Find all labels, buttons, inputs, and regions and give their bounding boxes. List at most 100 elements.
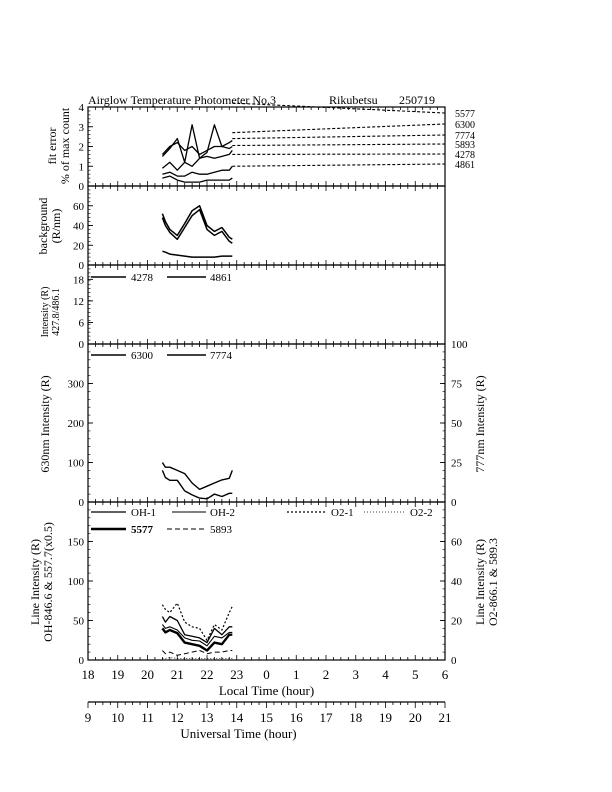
legend-label-5577: 5577 <box>131 524 154 536</box>
legend-connector <box>232 102 446 114</box>
y-axis-5-tick-label: 0 <box>79 655 85 667</box>
fit-error-line-4278 <box>162 165 233 177</box>
y-axis-right-5-tick-label: 20 <box>451 616 463 628</box>
local-time-tick-label: 23 <box>230 667 243 682</box>
legend-connector <box>232 143 446 147</box>
line-OH-2 <box>161 624 233 647</box>
fit-error-line-4861 <box>162 175 233 183</box>
y-axis-2-tick-label: 20 <box>73 240 85 252</box>
fit-error-legend-4278: 4278 <box>455 150 475 161</box>
y-axis-3-tick-label: 12 <box>73 296 84 308</box>
y-axis-right-4-tick-label: 50 <box>451 418 463 430</box>
chart-layer: 0123402040600612180100200300050100150025… <box>28 102 500 741</box>
background-line-1 <box>161 205 233 240</box>
y-axis-4-tick-label: 300 <box>68 379 85 391</box>
panel-frame <box>87 185 446 266</box>
line-O2-1 <box>161 602 233 641</box>
panel-frame <box>87 106 446 187</box>
fit-error-line-5577 <box>161 140 233 156</box>
y-axis-4-tick-label: 100 <box>68 458 85 470</box>
y-axis-label-right: O2-866.1 & 589.3 <box>486 538 500 626</box>
y-axis-1-tick-label: 4 <box>79 102 85 114</box>
y-axis-5-tick-label: 100 <box>68 576 85 588</box>
fit-error-legend-5893: 5893 <box>455 140 475 151</box>
y-axis-4-tick-label: 200 <box>68 418 85 430</box>
local-time-tick-label: 6 <box>442 667 449 682</box>
y-axis-2-tick-label: 0 <box>79 260 85 272</box>
universal-time-tick-label: 12 <box>171 710 184 725</box>
universal-time-tick-label: 16 <box>290 710 304 725</box>
fit-error-legend-7774: 7774 <box>455 131 475 142</box>
y-axis-label: fit error <box>45 128 59 165</box>
line-7774 <box>161 462 233 491</box>
local-time-tick-label: 19 <box>111 667 124 682</box>
y-axis-right-5-tick-label: 0 <box>451 655 457 667</box>
local-time-tick-label: 18 <box>82 667 95 682</box>
y-axis-4-tick-label: 0 <box>79 497 85 509</box>
local-time-tick-label: 20 <box>141 667 154 682</box>
legend-label-7774: 7774 <box>210 350 233 362</box>
site-name: Rikubetsu <box>329 93 378 107</box>
panel-frame <box>87 343 446 503</box>
local-time-tick-label: 2 <box>323 667 330 682</box>
y-axis-label: background <box>36 198 50 255</box>
line-OH-1 <box>161 615 233 644</box>
universal-time-tick-label: 9 <box>85 710 92 725</box>
y-axis-label: % of max count <box>58 107 72 184</box>
y-axis-label: 427.8/486.1 <box>51 288 62 336</box>
line-6300 <box>161 470 233 500</box>
local-time-tick-label: 1 <box>293 667 300 682</box>
y-axis-right-4-tick-label: 100 <box>451 339 468 351</box>
y-axis-1-tick-label: 0 <box>79 181 85 193</box>
y-axis-1-tick-label: 3 <box>79 122 85 134</box>
legend-label-O2-2: O2-2 <box>410 507 433 519</box>
legend-label-OH-2: OH-2 <box>210 507 235 519</box>
y-axis-label-right: Line Intensity (R) <box>473 539 487 625</box>
y-axis-1-tick-label: 2 <box>79 142 85 154</box>
universal-time-tick-label: 20 <box>409 710 422 725</box>
local-time-tick-label: 3 <box>353 667 360 682</box>
universal-time-tick-label: 10 <box>111 710 124 725</box>
legend-label-6300: 6300 <box>131 350 154 362</box>
legend-label-OH-1: OH-1 <box>131 507 156 519</box>
fit-error-line-5893 <box>161 150 233 171</box>
y-axis-label: OH-846.6 & 557.7(x0.5) <box>41 522 55 642</box>
legend-label-O2-1: O2-1 <box>331 507 354 519</box>
universal-time-axis-label: Universal Time (hour) <box>180 726 296 741</box>
chart-title: Airglow Temperature Photometer No.3 <box>88 93 276 107</box>
y-axis-1-tick-label: 1 <box>79 161 85 173</box>
local-time-tick-label: 21 <box>171 667 184 682</box>
local-time-tick-label: 4 <box>382 667 389 682</box>
legend-connector <box>232 163 446 167</box>
legend-label-4861: 4861 <box>210 272 232 284</box>
universal-time-tick-label: 17 <box>320 710 334 725</box>
y-axis-label: Intensity (R) <box>40 287 51 338</box>
y-axis-label: Line Intensity (R) <box>28 539 42 625</box>
fit-error-legend-6300: 6300 <box>455 120 475 131</box>
local-time-axis-label: Local Time (hour) <box>219 683 314 698</box>
legend-label-5893: 5893 <box>210 524 233 536</box>
local-time-tick-label: 0 <box>263 667 270 682</box>
y-axis-right-4-tick-label: 25 <box>451 458 463 470</box>
line-5577 <box>161 627 233 652</box>
y-axis-right-4-tick-label: 0 <box>451 497 457 509</box>
fit-error-legend-5577: 5577 <box>455 109 475 120</box>
y-axis-right-5-tick-label: 60 <box>451 537 463 549</box>
universal-time-tick-label: 18 <box>349 710 362 725</box>
y-axis-2-tick-label: 40 <box>73 221 85 233</box>
universal-time-tick-label: 13 <box>201 710 214 725</box>
line-O2-2 <box>162 657 233 659</box>
universal-time-tick-label: 19 <box>379 710 392 725</box>
y-axis-3-tick-label: 18 <box>73 274 85 286</box>
legend-connector <box>232 123 446 134</box>
legend-connector <box>232 134 446 140</box>
y-axis-right-5-tick-label: 40 <box>451 576 463 588</box>
y-axis-3-tick-label: 6 <box>79 317 85 329</box>
y-axis-5-tick-label: 50 <box>73 616 85 628</box>
y-axis-right-4-tick-label: 75 <box>451 379 463 391</box>
universal-time-tick-label: 15 <box>260 710 273 725</box>
y-axis-3-tick-label: 0 <box>79 339 85 351</box>
date-label: 250719 <box>399 93 435 107</box>
universal-time-tick-label: 11 <box>141 710 154 725</box>
